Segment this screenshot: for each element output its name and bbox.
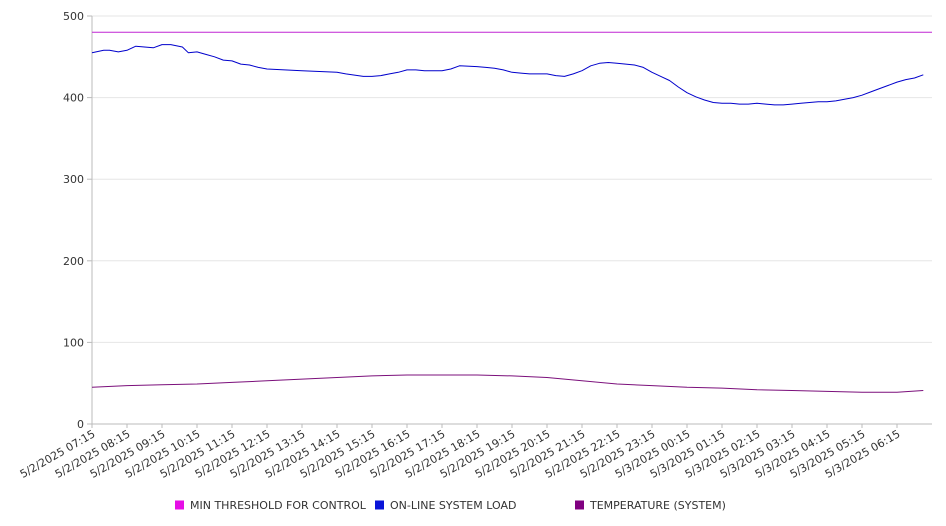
y-tick-label: 500: [63, 10, 84, 23]
series-line-on-line-system-load: [91, 44, 924, 106]
legend-swatch: [175, 500, 184, 510]
legend: MIN THRESHOLD FOR CONTROL ON-LINE SYSTEM …: [175, 499, 726, 512]
y-tick-label: 300: [63, 173, 84, 186]
gridlines: [92, 15, 932, 343]
x-tick-labels: 5/2/2025 07:155/2/2025 08:155/2/2025 09:…: [18, 427, 903, 481]
axes: [87, 15, 932, 428]
legend-label: ON-LINE SYSTEM LOAD: [390, 499, 516, 512]
y-tick-label: 0: [77, 418, 84, 431]
y-tick-labels: 0 100 200 300 400 500: [63, 10, 84, 431]
series-line-temperature-system: [91, 374, 924, 393]
series-lines: [91, 31, 932, 393]
y-tick-label: 400: [63, 92, 84, 105]
legend-swatch: [575, 500, 584, 510]
legend-swatch: [375, 500, 384, 510]
y-tick-label: 100: [63, 336, 84, 349]
y-tick-label: 200: [63, 255, 84, 268]
legend-label: TEMPERATURE (SYSTEM): [589, 499, 726, 512]
legend-label: MIN THRESHOLD FOR CONTROL: [190, 499, 367, 512]
